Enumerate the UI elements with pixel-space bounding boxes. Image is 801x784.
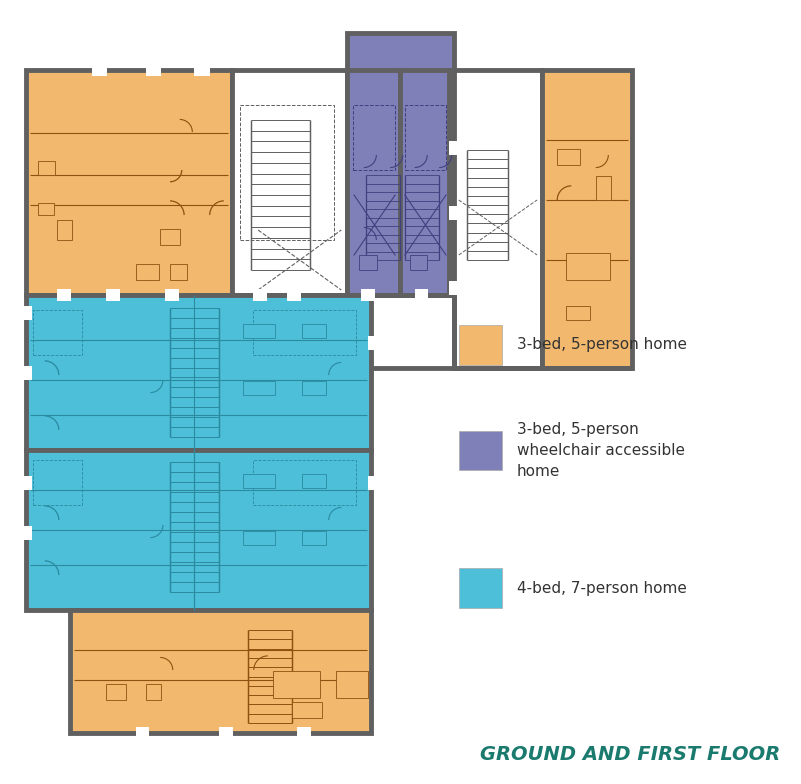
- Bar: [170, 264, 187, 280]
- Bar: [368, 336, 379, 350]
- Bar: [240, 105, 335, 240]
- Bar: [454, 70, 542, 368]
- Bar: [253, 310, 356, 355]
- Bar: [20, 476, 32, 490]
- Bar: [400, 70, 449, 295]
- Bar: [253, 289, 267, 301]
- Bar: [253, 460, 356, 505]
- Bar: [165, 289, 179, 301]
- Bar: [33, 460, 82, 505]
- Bar: [557, 149, 580, 165]
- Bar: [302, 474, 326, 488]
- Bar: [26, 450, 371, 610]
- Bar: [297, 727, 311, 739]
- Bar: [566, 252, 610, 280]
- Bar: [107, 289, 120, 301]
- Bar: [361, 289, 375, 301]
- Bar: [244, 474, 275, 488]
- Bar: [566, 306, 590, 320]
- Bar: [449, 141, 460, 155]
- Bar: [244, 531, 275, 545]
- Bar: [70, 610, 371, 733]
- Bar: [415, 289, 429, 301]
- Bar: [596, 176, 611, 200]
- Bar: [302, 381, 326, 395]
- Bar: [219, 727, 232, 739]
- Bar: [273, 670, 320, 698]
- Bar: [405, 105, 446, 170]
- Text: 3-bed, 5-person home: 3-bed, 5-person home: [517, 337, 686, 353]
- Text: GROUND AND FIRST FLOOR: GROUND AND FIRST FLOOR: [481, 746, 781, 764]
- Bar: [459, 568, 502, 608]
- Bar: [244, 381, 275, 395]
- Bar: [20, 366, 32, 380]
- Bar: [195, 64, 210, 76]
- Bar: [302, 324, 326, 338]
- Bar: [353, 105, 395, 170]
- Bar: [347, 70, 400, 295]
- Bar: [410, 255, 428, 270]
- Bar: [107, 684, 126, 700]
- Bar: [33, 310, 82, 355]
- Bar: [20, 307, 32, 320]
- Bar: [347, 33, 454, 295]
- Bar: [38, 161, 55, 175]
- Bar: [58, 289, 71, 301]
- Bar: [449, 206, 460, 220]
- Bar: [91, 64, 107, 76]
- Bar: [38, 203, 54, 215]
- Bar: [288, 289, 301, 301]
- Bar: [146, 684, 161, 700]
- Bar: [542, 70, 632, 368]
- Text: 4-bed, 7-person home: 4-bed, 7-person home: [517, 580, 686, 596]
- Bar: [58, 220, 71, 240]
- Bar: [359, 255, 376, 270]
- Bar: [146, 64, 161, 76]
- Bar: [459, 431, 502, 470]
- Bar: [336, 670, 368, 698]
- Bar: [292, 702, 322, 718]
- Bar: [20, 526, 32, 540]
- Bar: [26, 295, 371, 450]
- Bar: [459, 325, 502, 365]
- Bar: [231, 70, 347, 295]
- Bar: [449, 281, 460, 295]
- Bar: [368, 476, 379, 490]
- Bar: [244, 324, 275, 338]
- Bar: [160, 229, 179, 245]
- Text: 3-bed, 5-person
wheelchair accessible
home: 3-bed, 5-person wheelchair accessible ho…: [517, 423, 685, 479]
- Bar: [135, 727, 150, 739]
- Bar: [135, 264, 159, 280]
- Bar: [302, 531, 326, 545]
- Bar: [26, 70, 231, 295]
